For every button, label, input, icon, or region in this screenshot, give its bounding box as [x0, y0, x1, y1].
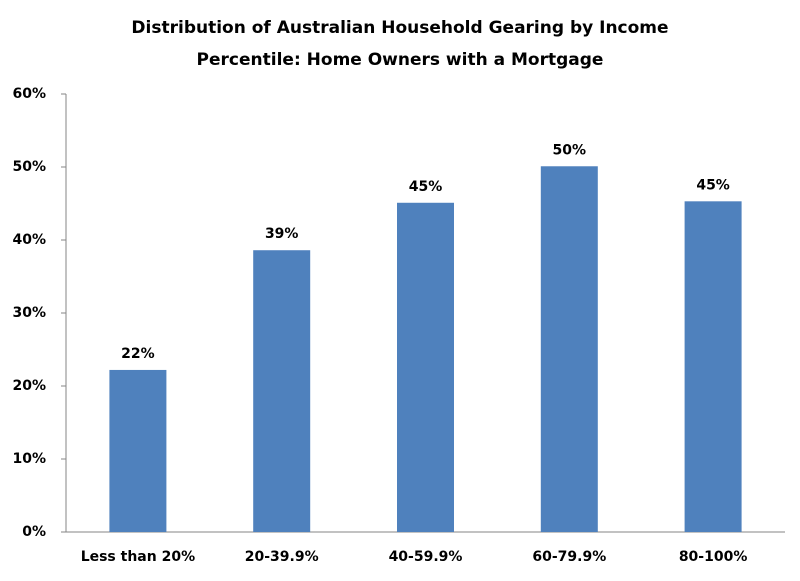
y-tick-label: 10% — [12, 451, 46, 467]
data-label: 50% — [553, 142, 587, 158]
data-label: 45% — [696, 177, 730, 193]
bar — [540, 166, 598, 532]
y-tick-label: 50% — [12, 159, 46, 175]
chart-title: Distribution of Australian Household Gea… — [131, 18, 668, 38]
x-tick-label: 40-59.9% — [389, 549, 463, 565]
bar — [397, 202, 454, 532]
chart-title: Percentile: Home Owners with a Mortgage — [197, 50, 604, 70]
y-tick-label: 30% — [12, 305, 46, 321]
y-tick-label: 40% — [12, 232, 46, 248]
x-tick-label: 80-100% — [679, 549, 748, 565]
y-tick-label: 20% — [12, 378, 46, 394]
x-tick-label: 20-39.9% — [245, 549, 319, 565]
bar — [253, 250, 311, 532]
y-tick-label: 0% — [22, 524, 46, 540]
x-tick-label: Less than 20% — [81, 549, 195, 565]
bar — [684, 201, 742, 532]
x-tick-label: 60-79.9% — [532, 549, 606, 565]
data-label: 45% — [409, 179, 443, 195]
data-label: 39% — [265, 226, 299, 242]
bar — [109, 369, 167, 532]
data-label: 22% — [121, 346, 155, 362]
y-tick-label: 60% — [12, 86, 46, 102]
